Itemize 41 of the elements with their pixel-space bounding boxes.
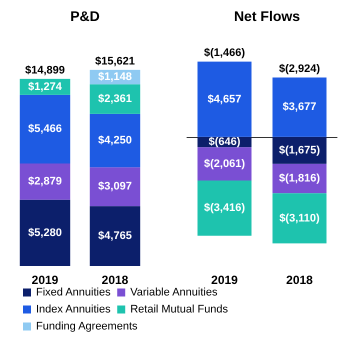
- total-label: $15,621: [95, 55, 135, 68]
- chart-title: P&D: [70, 8, 100, 24]
- bar: [20, 200, 70, 266]
- bar: [20, 94, 70, 164]
- data-label: $5,280: [28, 226, 62, 239]
- bar: [90, 114, 140, 168]
- data-label: $4,765: [98, 230, 132, 242]
- data-label: $3,677: [282, 101, 316, 114]
- data-label: $(2,061): [204, 158, 246, 170]
- x-tick-label: 2018: [102, 273, 129, 287]
- total-label: $(2,924): [279, 63, 320, 75]
- data-label: $(646): [208, 136, 241, 148]
- data-label: $5,466: [28, 123, 62, 136]
- data-label: $4,250: [98, 134, 132, 147]
- legend-label: Variable Annuities: [130, 286, 218, 298]
- bar: [198, 180, 252, 236]
- x-tick-label: 2019: [32, 273, 59, 287]
- data-label: $3,097: [98, 180, 132, 193]
- bar: [272, 193, 326, 244]
- legend-label: Fixed Annuities: [36, 286, 112, 298]
- data-label: $4,657: [208, 93, 242, 106]
- total-label: $14,899: [25, 64, 65, 76]
- legend-label: Funding Agreements: [36, 320, 138, 332]
- chart-title: Net Flows: [234, 8, 300, 24]
- data-label: $(3,110): [279, 212, 320, 224]
- x-tick-label: 2018: [286, 273, 314, 287]
- data-label: $(1,675): [279, 144, 320, 156]
- bar: [198, 62, 252, 137]
- legend-label: Retail Mutual Funds: [130, 304, 229, 316]
- x-tick-label: 2019: [211, 273, 238, 287]
- bar: [90, 167, 140, 206]
- data-label: $2,879: [28, 176, 62, 188]
- total-label: $(1,466): [204, 47, 246, 60]
- data-label: $1,148: [98, 71, 132, 84]
- data-label: $(3,416): [204, 202, 246, 214]
- data-label: $(1,816): [279, 172, 320, 185]
- data-label: $1,274: [28, 80, 63, 93]
- legend-label: Index Annuities: [36, 304, 112, 316]
- bar: [272, 78, 326, 137]
- bar: [90, 206, 140, 266]
- data-label: $2,361: [98, 93, 132, 106]
